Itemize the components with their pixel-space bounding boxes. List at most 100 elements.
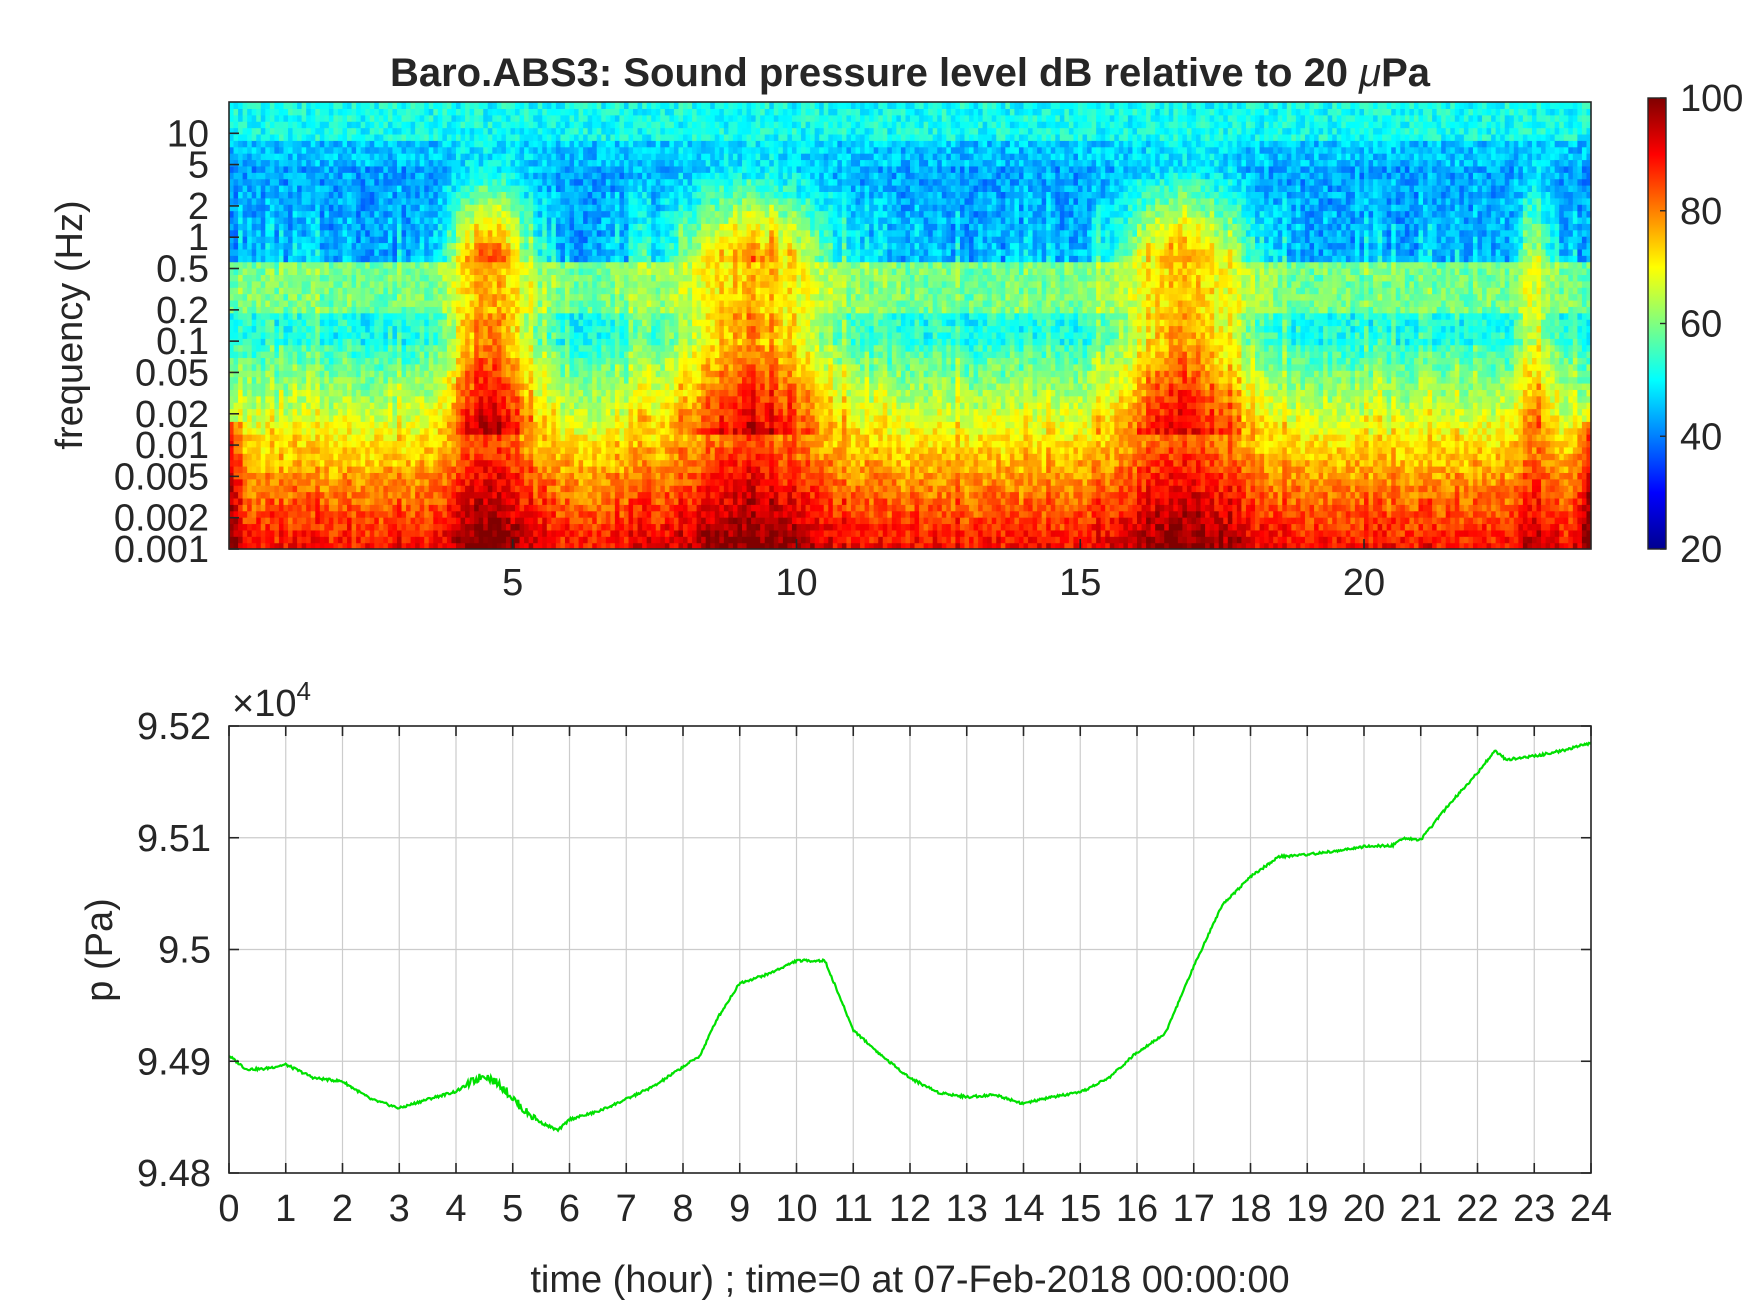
heatmap-cell [551,460,556,467]
heatmap-cell [542,223,547,230]
heatmap-cell [320,242,325,249]
heatmap-cell [479,217,484,224]
heatmap-cell [306,236,311,243]
heatmap-cell [397,179,402,186]
heatmap-cell [247,409,252,416]
heatmap-cell [420,415,425,422]
heatmap-cell [483,159,488,166]
heatmap-cell [433,326,438,333]
heatmap-cell [424,409,429,416]
heatmap-cell [347,338,352,345]
heatmap-cell [497,377,502,384]
heatmap-cell [501,159,506,166]
heatmap-cell [234,383,239,390]
heatmap-cell [515,166,520,173]
heatmap-cell [306,242,311,249]
heatmap-cell [492,274,497,281]
heatmap-cell [238,108,243,115]
heatmap-cell [329,306,334,313]
heatmap-cell [415,217,420,224]
heatmap-cell [238,447,243,454]
heatmap-cell [306,268,311,275]
heatmap-cell [320,198,325,205]
heatmap-cell [402,140,407,147]
heatmap-cell [306,140,311,147]
heatmap-cell [352,313,357,320]
heatmap-cell [406,313,411,320]
heatmap-cell [510,504,515,511]
heatmap-cell [429,453,434,460]
heatmap-cell [252,121,257,128]
heatmap-cell [456,389,461,396]
heatmap-cell [520,294,525,301]
heatmap-cell [547,121,552,128]
heatmap-cell [520,300,525,307]
heatmap-cell [306,447,311,454]
heatmap-cell [392,511,397,518]
heatmap-cell [297,440,302,447]
heatmap-cell [293,255,298,262]
heatmap-cell [474,166,479,173]
heatmap-cell [451,498,456,505]
heatmap-cell [374,140,379,147]
heatmap-cell [234,332,239,339]
heatmap-cell [533,326,538,333]
heatmap-cell [279,255,284,262]
heatmap-cell [524,217,529,224]
heatmap-cell [288,185,293,192]
heatmap-cell [347,351,352,358]
heatmap-cell [306,326,311,333]
heatmap-cell [488,274,493,281]
heatmap-cell [361,191,366,198]
heatmap-cell [247,434,252,441]
heatmap-cell [320,351,325,358]
heatmap-cell [520,364,525,371]
heatmap-cell [483,102,488,109]
heatmap-cell [392,159,397,166]
heatmap-cell [356,492,361,499]
heatmap-cell [261,134,266,141]
heatmap-cell [470,326,475,333]
heatmap-cell [279,415,284,422]
heatmap-cell [311,453,316,460]
heatmap-cell [329,204,334,211]
heatmap-cell [243,536,248,543]
heatmap-cell [533,504,538,511]
heatmap-cell [392,447,397,454]
heatmap-cell [283,147,288,154]
heatmap-cell [297,211,302,218]
heatmap-cell [283,357,288,364]
heatmap-cell [392,255,397,262]
heatmap-cell [265,255,270,262]
heatmap-cell [247,185,252,192]
heatmap-cell [388,517,393,524]
heatmap-cell [361,223,366,230]
heatmap-cell [429,351,434,358]
heatmap-cell [274,166,279,173]
heatmap-cell [261,504,266,511]
heatmap-cell [320,108,325,115]
heatmap-cell [420,179,425,186]
heatmap-cell [397,421,402,428]
heatmap-cell [288,453,293,460]
heatmap-cell [406,179,411,186]
heatmap-cell [315,153,320,160]
heatmap-cell [379,172,384,179]
heatmap-cell [492,147,497,154]
heatmap-cell [529,102,534,109]
heatmap-cell [465,338,470,345]
heatmap-cell [388,153,393,160]
heatmap-cell [302,153,307,160]
heatmap-cell [315,198,320,205]
heatmap-cell [442,121,447,128]
heatmap-cell [533,492,538,499]
heatmap-cell [270,415,275,422]
heatmap-cell [506,479,511,486]
heatmap-cell [433,313,438,320]
heatmap-cell [324,319,329,326]
heatmap-cell [538,102,543,109]
heatmap-cell [547,306,552,313]
heatmap-cell [293,121,298,128]
heatmap-cell [515,287,520,294]
heatmap-cell [501,236,506,243]
